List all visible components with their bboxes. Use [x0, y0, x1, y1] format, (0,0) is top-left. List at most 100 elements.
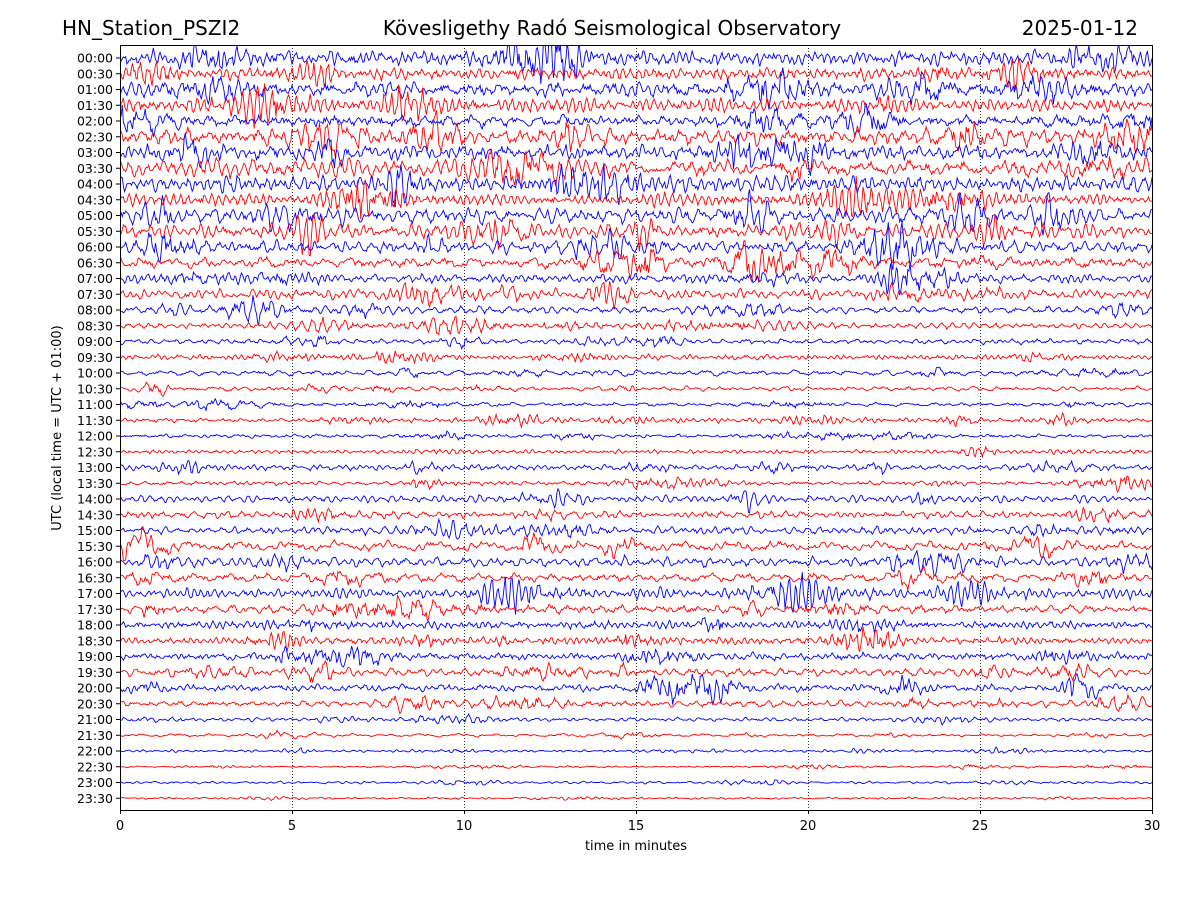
- trace-0000: [120, 45, 1152, 85]
- y-tick-label: 18:00: [77, 618, 113, 633]
- y-tick-label: 08:30: [77, 318, 113, 333]
- y-tick-label: 11:30: [77, 413, 113, 428]
- y-tick-label: 10:00: [77, 366, 113, 381]
- trace-0430: [120, 176, 1152, 220]
- trace-2000: [120, 673, 1152, 706]
- y-tick-label: 07:30: [77, 287, 113, 302]
- trace-1830: [120, 626, 1152, 652]
- trace-1200: [120, 430, 1152, 442]
- y-tick-label: 00:30: [77, 66, 113, 81]
- trace-2300: [120, 778, 1152, 786]
- trace-1100: [120, 397, 1152, 411]
- trace-1500: [120, 517, 1152, 540]
- y-tick-label: 22:00: [77, 744, 113, 759]
- trace-0230: [120, 110, 1152, 160]
- y-tick-label: 06:30: [77, 255, 113, 270]
- trace-1530: [120, 525, 1152, 562]
- trace-0630: [120, 239, 1152, 283]
- y-tick-label: 11:00: [77, 397, 113, 412]
- y-tick-label: 17:00: [77, 586, 113, 601]
- x-tick-label: 25: [972, 819, 989, 834]
- trace-0930: [120, 350, 1152, 365]
- trace-1900: [120, 645, 1152, 668]
- trace-2230: [120, 763, 1152, 771]
- y-tick-label: 03:30: [77, 161, 113, 176]
- y-tick-label: 12:00: [77, 429, 113, 444]
- chart-title: Kövesligethy Radó Seismological Observat…: [382, 16, 842, 40]
- y-tick-label: 07:00: [77, 271, 113, 286]
- y-tick-label: 09:30: [77, 350, 113, 365]
- y-tick-label: 21:30: [77, 728, 113, 743]
- trace-2100: [120, 712, 1152, 727]
- trace-0100: [120, 67, 1152, 110]
- trace-1030: [120, 381, 1152, 397]
- trace-0130: [120, 83, 1152, 129]
- y-tick-label: 01:00: [77, 82, 113, 97]
- x-tick-label: 0: [116, 819, 124, 834]
- trace-0300: [120, 133, 1152, 176]
- x-tick-label: 5: [288, 819, 296, 834]
- trace-2200: [120, 746, 1152, 755]
- x-tick-label: 15: [628, 819, 645, 834]
- y-tick-label: 20:30: [77, 696, 113, 711]
- station-label: HN_Station_PSZI2: [62, 16, 241, 40]
- y-tick-label: 02:30: [77, 129, 113, 144]
- y-tick-label: 06:00: [77, 240, 113, 255]
- axes-frame: [120, 45, 1153, 811]
- y-tick-label: 10:30: [77, 381, 113, 396]
- x-tick-label: 10: [456, 819, 473, 834]
- trace-0730: [120, 281, 1152, 310]
- y-tick-label: 04:30: [77, 192, 113, 207]
- y-tick-label: 14:30: [77, 507, 113, 522]
- x-tick-label: 30: [1144, 819, 1161, 834]
- trace-1300: [120, 459, 1152, 476]
- y-tick-label: 18:30: [77, 633, 113, 648]
- trace-0530: [120, 213, 1152, 257]
- trace-1730: [120, 593, 1152, 622]
- y-tick-label: 23:00: [77, 775, 113, 790]
- y-tick-label: 16:00: [77, 555, 113, 570]
- trace-0330: [120, 148, 1152, 187]
- trace-1000: [120, 366, 1152, 379]
- y-tick-label: 16:30: [77, 570, 113, 585]
- y-tick-label: 23:30: [77, 791, 113, 806]
- y-tick-label: 12:30: [77, 444, 113, 459]
- y-tick-label: 01:30: [77, 98, 113, 113]
- trace-2330: [120, 795, 1152, 801]
- trace-1600: [120, 549, 1152, 577]
- trace-1930: [120, 660, 1152, 683]
- x-axis-label: time in minutes: [585, 839, 687, 854]
- y-tick-label: 13:00: [77, 460, 113, 475]
- grid-lines: [292, 45, 981, 810]
- y-tick-label: 15:00: [77, 523, 113, 538]
- trace-2130: [120, 729, 1152, 741]
- y-tick-label: 19:00: [77, 649, 113, 664]
- y-tick-label: 13:30: [77, 476, 113, 491]
- y-tick-label: 19:30: [77, 665, 113, 680]
- trace-1700: [120, 572, 1152, 615]
- trace-1130: [120, 411, 1152, 429]
- trace-1330: [120, 475, 1152, 494]
- trace-1400: [120, 487, 1152, 514]
- trace-0830: [120, 315, 1152, 336]
- y-tick-label: 17:30: [77, 602, 113, 617]
- y-tick-label: 03:00: [77, 145, 113, 160]
- y-tick-label: 20:00: [77, 681, 113, 696]
- trace-0200: [120, 102, 1152, 138]
- y-tick-label: 08:00: [77, 303, 113, 318]
- trace-1230: [120, 445, 1152, 459]
- trace-1800: [120, 616, 1152, 634]
- y-tick-label: 00:00: [77, 51, 113, 66]
- y-tick-label: 04:00: [77, 177, 113, 192]
- y-tick-label: 02:00: [77, 114, 113, 129]
- trace-0600: [120, 222, 1152, 271]
- trace-0500: [120, 189, 1152, 236]
- date-label: 2025-01-12: [1021, 16, 1138, 40]
- y-axis-label: UTC (local time = UTC + 01:00): [50, 325, 65, 530]
- y-tick-label: 22:30: [77, 759, 113, 774]
- x-tick-label: 20: [800, 819, 817, 834]
- seismic-traces: [120, 45, 1152, 801]
- y-tick-label: 21:00: [77, 712, 113, 727]
- y-tick-label: 09:00: [77, 334, 113, 349]
